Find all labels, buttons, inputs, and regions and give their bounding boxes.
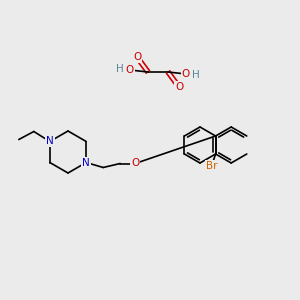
Text: O: O (175, 82, 183, 92)
Text: O: O (133, 52, 141, 62)
Text: N: N (46, 136, 54, 146)
Text: Br: Br (206, 161, 217, 171)
Text: H: H (116, 64, 124, 74)
Text: O: O (182, 69, 190, 79)
Text: O: O (126, 65, 134, 75)
Text: O: O (131, 158, 139, 169)
Text: H: H (192, 70, 200, 80)
Text: N: N (82, 158, 90, 167)
